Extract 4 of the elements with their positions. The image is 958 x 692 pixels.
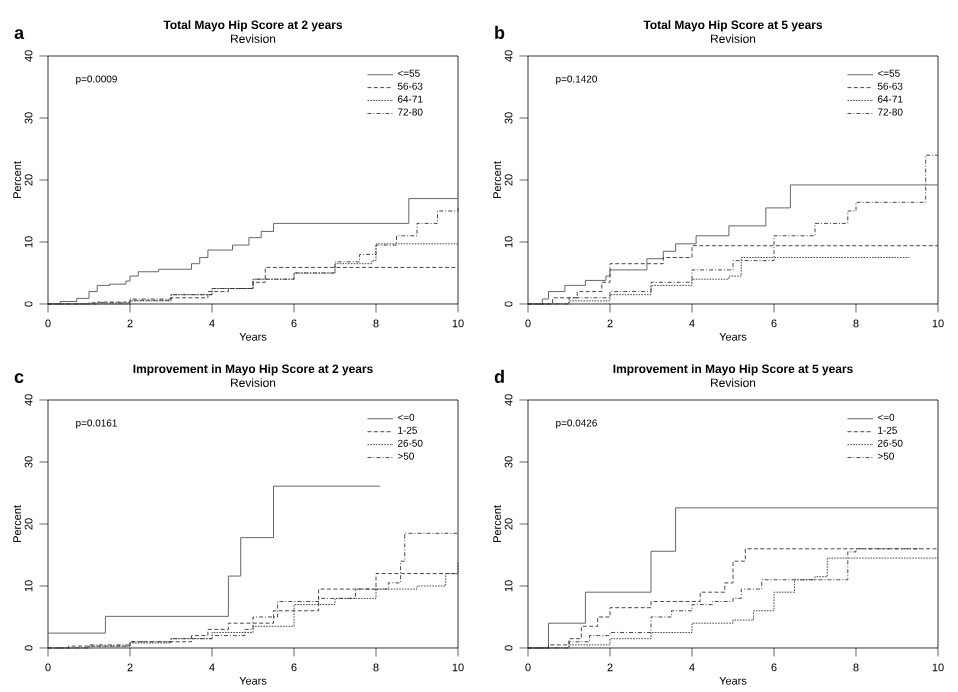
text: a: [14, 29, 25, 40]
text: d: [494, 370, 504, 384]
text: c: [14, 373, 24, 384]
text: b: [495, 26, 505, 40]
